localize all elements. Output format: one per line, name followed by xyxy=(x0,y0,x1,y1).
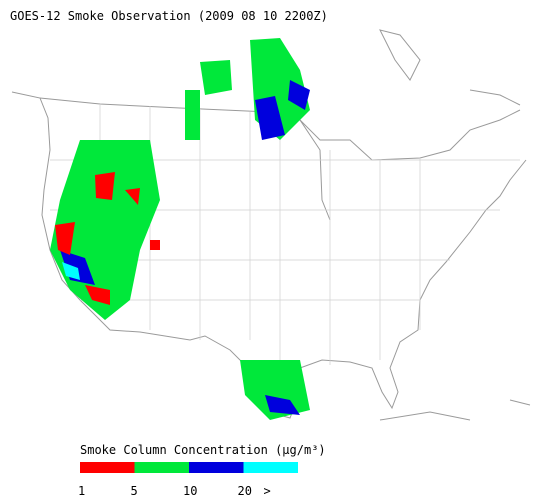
title: GOES-12 Smoke Observation (2009 08 10 22… xyxy=(10,9,328,23)
colorbar-segment xyxy=(243,462,298,473)
colorbar-tick-label: 1 xyxy=(78,484,85,498)
colorbar-segment xyxy=(134,462,189,473)
colorbar-segment xyxy=(80,462,135,473)
colorbar-tick-label: 5 xyxy=(131,484,138,498)
legend-label: Smoke Column Concentration (µg/m³) xyxy=(80,443,326,457)
colorbar-tick-label: 20 xyxy=(238,484,252,498)
colorbar-tick-label: 10 xyxy=(183,484,197,498)
colorbar-tick-label: > xyxy=(264,484,271,498)
smoke-patches xyxy=(50,38,310,420)
colorbar-segment xyxy=(189,462,244,473)
